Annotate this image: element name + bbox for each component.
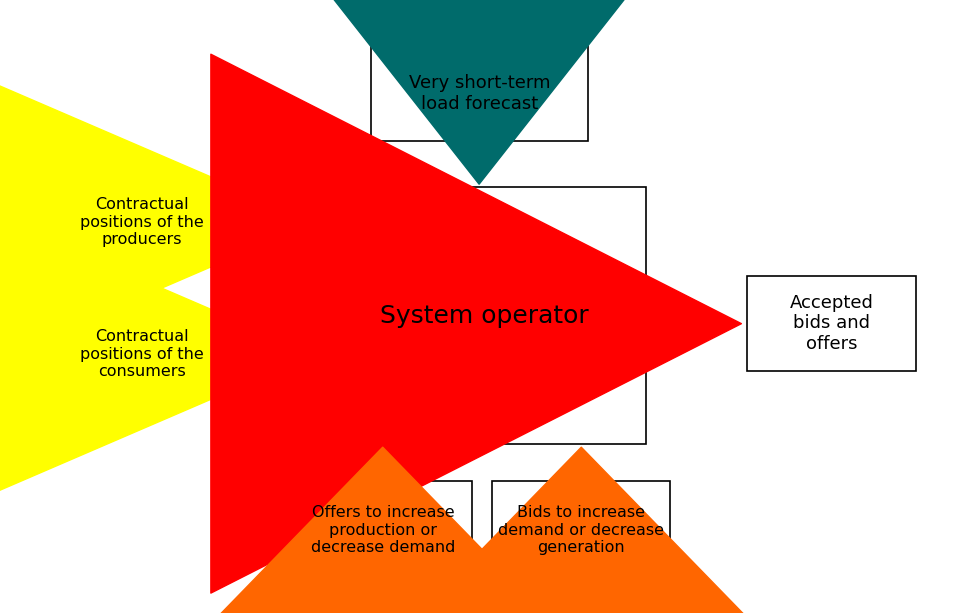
Text: Contractual
positions of the
producers: Contractual positions of the producers: [80, 197, 204, 247]
Text: Contractual
positions of the
consumers: Contractual positions of the consumers: [80, 329, 204, 379]
FancyBboxPatch shape: [323, 187, 646, 444]
Text: Bids to increase
demand or decrease
generation: Bids to increase demand or decrease gene…: [497, 505, 664, 555]
Text: System operator: System operator: [380, 303, 589, 328]
FancyBboxPatch shape: [492, 481, 670, 579]
Text: Offers to increase
production or
decrease demand: Offers to increase production or decreas…: [311, 505, 455, 555]
FancyBboxPatch shape: [53, 310, 231, 398]
FancyBboxPatch shape: [294, 481, 472, 579]
FancyBboxPatch shape: [371, 46, 588, 141]
FancyBboxPatch shape: [53, 178, 231, 267]
FancyBboxPatch shape: [747, 276, 916, 371]
Text: Accepted
bids and
offers: Accepted bids and offers: [790, 294, 873, 353]
Text: Very short-term
load forecast: Very short-term load forecast: [409, 74, 550, 113]
